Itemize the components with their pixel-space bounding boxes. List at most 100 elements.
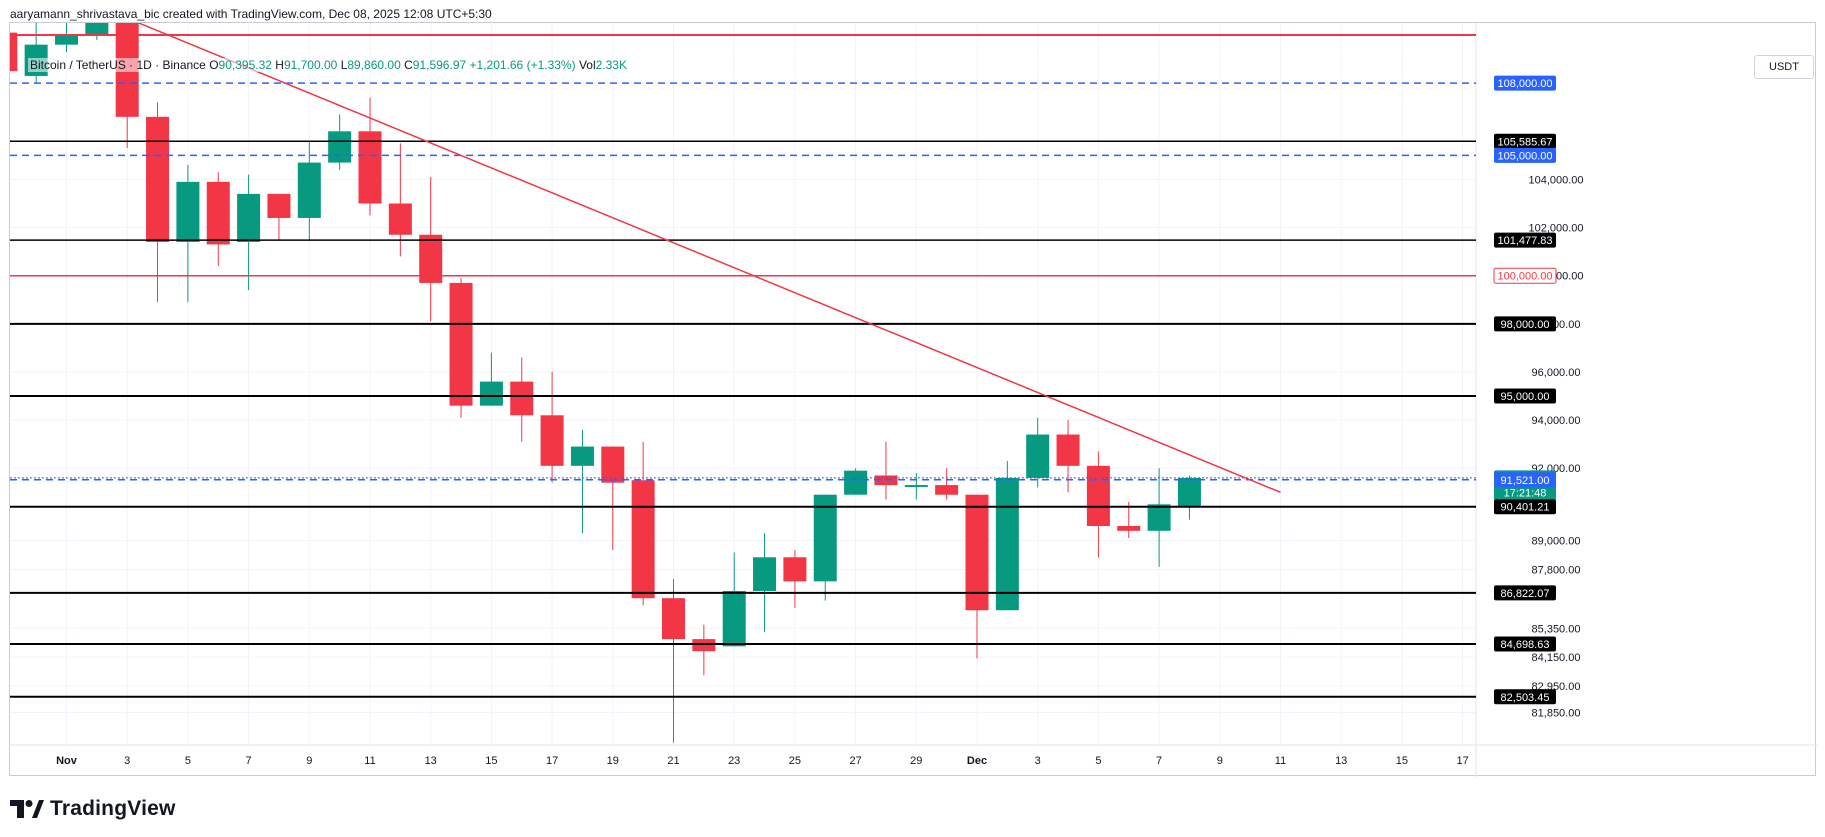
tradingview-logo-text: TradingView: [50, 797, 176, 820]
candle-body-up: [297, 162, 321, 218]
candle-body-up: [844, 470, 868, 495]
candle-body-up: [813, 494, 837, 582]
legend-high-label: H: [275, 58, 284, 72]
time-tick-label: 13: [1335, 755, 1347, 767]
level-label-box: [1494, 585, 1556, 601]
symbol-legend: Bitcoin / TetherUS · 1D · Binance O90,39…: [28, 58, 629, 72]
candle-body-down: [783, 557, 807, 582]
level-label-box: [1494, 232, 1556, 248]
level-label: 105,585.67: [1494, 133, 1556, 149]
candle-body-down: [267, 193, 291, 218]
price-tick-label: 84,150.00: [1532, 652, 1581, 664]
candle-body-up: [570, 446, 594, 466]
price-tick-label: 94,000.00: [1532, 415, 1581, 427]
legend-symbol: Bitcoin / TetherUS · 1D · Binance: [30, 58, 206, 72]
time-tick-label: 3: [1035, 755, 1041, 767]
level-label: 84,698.63: [1494, 636, 1556, 652]
level-label: 95,000.00: [1494, 388, 1556, 404]
candle-body-up: [995, 477, 1019, 611]
price-tick-label: 96,000.00: [1532, 367, 1581, 379]
level-label-text: 84,698.63: [1501, 639, 1550, 651]
candle-body-down: [146, 116, 170, 243]
time-tick-label: 15: [485, 755, 497, 767]
time-tick-label: 15: [1396, 755, 1408, 767]
legend-close-label: C: [404, 58, 413, 72]
level-label-box: [1494, 147, 1556, 163]
level-label-box: [1494, 75, 1556, 91]
candle-body-down: [1086, 465, 1110, 526]
level-label-text: 91,521.00: [1501, 475, 1550, 487]
level-label-text: 86,822.07: [1501, 588, 1550, 600]
level-label: 82,503.45: [1494, 689, 1556, 705]
legend-open-label: O: [209, 58, 219, 72]
tradingview-logo[interactable]: TradingView: [10, 797, 176, 821]
candle-body-down: [449, 282, 473, 406]
chart-area[interactable]: 81,850.00 82,950.00 84,150.00 85,350.00 87,8…: [9, 22, 1817, 777]
level-label-text: 95,000.00: [1501, 391, 1550, 403]
candle-body-down: [540, 415, 564, 466]
level-label: 100,000.00: [1493, 267, 1557, 284]
candle-body-up: [1026, 434, 1050, 478]
time-tick-label: 17: [546, 755, 558, 767]
currency-selector[interactable]: USDT: [1754, 55, 1814, 79]
level-label-box: [1494, 133, 1556, 149]
trendline: [136, 23, 1281, 493]
price-tick-label: 85,350.00: [1532, 623, 1581, 635]
time-tick-label: 29: [910, 755, 922, 767]
candle-body-down: [388, 203, 412, 235]
level-label-box: [1494, 689, 1556, 705]
candle-body-down: [662, 598, 685, 640]
level-label-box: [1494, 388, 1556, 404]
candle-body-up: [904, 485, 928, 488]
level-label: 90,401.21: [1494, 499, 1556, 515]
time-tick-label: 9: [306, 755, 312, 767]
candle-body-up: [479, 381, 503, 406]
price-tick-label: 81,850.00: [1532, 708, 1581, 720]
price-tick-label: 87,800.00: [1532, 564, 1581, 576]
time-tick-label: 25: [789, 755, 801, 767]
level-label-box: [1494, 472, 1556, 488]
time-tick-label: 23: [728, 755, 740, 767]
time-tick-label: 11: [1275, 755, 1286, 767]
candle-body-down: [358, 131, 382, 204]
level-label-text: 90,401.21: [1501, 502, 1550, 514]
candle-body-down: [601, 446, 625, 483]
price-axis: 81,850.0082,950.0084,150.0085,350.0087,8…: [1528, 174, 1583, 719]
legend-change: +1,201.66 (+1.33%): [469, 58, 576, 72]
candle-body-down: [1117, 525, 1141, 531]
level-label-text: 101,477.83: [1497, 235, 1552, 247]
legend-open-value: 90,395.32: [218, 58, 272, 72]
time-tick-label: Dec: [967, 755, 987, 767]
candle-body-down: [935, 485, 959, 495]
time-tick-label: 11: [364, 755, 375, 767]
legend-high-value: 91,700.00: [283, 58, 338, 72]
countdown-box: [1494, 485, 1556, 500]
price-tick-label: 104,000.00: [1528, 174, 1583, 186]
tradingview-logo-icon: [10, 800, 44, 818]
legend-volume-value: 2.33K: [595, 58, 627, 72]
level-label-text: 105,000.00: [1497, 150, 1552, 162]
candle-body-up: [1177, 477, 1201, 507]
time-tick-label: 5: [185, 755, 191, 767]
time-tick-label: 19: [607, 755, 619, 767]
candle-body-up: [722, 590, 746, 647]
legend-low-label: L: [340, 58, 348, 72]
horizontal-levels: [10, 34, 1476, 698]
time-tick-label: 9: [1217, 755, 1223, 767]
candle-body-up: [237, 193, 261, 243]
candle-body-down: [965, 494, 989, 611]
level-label: 86,822.07: [1494, 585, 1556, 601]
candle-body-down: [874, 475, 898, 486]
candle-body-up: [85, 23, 109, 36]
time-tick-label: Nov: [56, 755, 78, 767]
legend-low-value: 89,860.00: [347, 58, 401, 72]
price-tick-label: 102,000.00: [1528, 223, 1583, 235]
level-label-text: 108,000.00: [1497, 78, 1552, 90]
level-labels: 108,000.00 105,585.67 105,000.00 101,477.83…: [1493, 75, 1557, 705]
candles: [10, 23, 1201, 743]
level-label: 101,477.83: [1494, 232, 1556, 248]
candle-body-up: [176, 181, 200, 243]
time-tick-label: 27: [849, 755, 861, 767]
level-label: 105,000.00: [1494, 147, 1556, 163]
candle-body-up: [1147, 504, 1171, 531]
